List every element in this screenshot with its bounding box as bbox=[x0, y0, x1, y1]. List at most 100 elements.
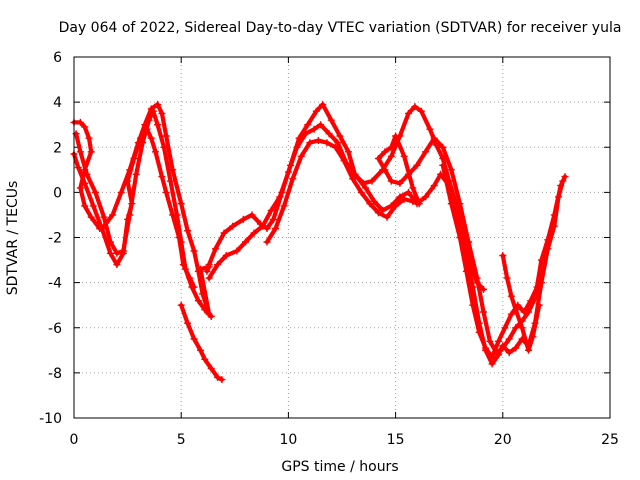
data-point-marker bbox=[169, 211, 177, 219]
y-tick-label: -8 bbox=[48, 366, 62, 382]
y-tick-label: -4 bbox=[48, 276, 62, 292]
data-point-marker bbox=[197, 346, 204, 354]
data-point-marker bbox=[212, 245, 219, 253]
grid-lines bbox=[74, 57, 610, 418]
data-point-marker bbox=[194, 297, 202, 305]
data-point-marker bbox=[501, 324, 509, 332]
data-point-marker bbox=[184, 227, 192, 235]
data-point-marker bbox=[512, 306, 520, 314]
data-point-marker bbox=[336, 132, 344, 140]
data-point-marker bbox=[400, 152, 408, 160]
data-point-marker bbox=[381, 166, 389, 174]
data-point-marker bbox=[147, 134, 155, 142]
x-tick-label: 20 bbox=[494, 432, 512, 448]
series-trace-g bbox=[263, 132, 569, 357]
data-point-marker bbox=[214, 373, 222, 381]
data-point-marker bbox=[184, 319, 192, 327]
data-point-marker bbox=[430, 182, 438, 190]
x-tick-label: 0 bbox=[70, 432, 79, 448]
data-point-marker bbox=[503, 274, 511, 282]
data-point-marker bbox=[332, 143, 340, 151]
data-point-marker bbox=[413, 161, 421, 169]
data-point-marker bbox=[392, 202, 400, 210]
data-point-marker bbox=[486, 337, 494, 345]
data-point-marker bbox=[374, 209, 382, 217]
x-tick-label: 25 bbox=[601, 432, 619, 448]
plot-frame bbox=[73, 56, 611, 419]
data-point-marker bbox=[512, 344, 520, 352]
data-point-marker bbox=[263, 238, 271, 246]
x-tick-label: 15 bbox=[387, 432, 405, 448]
y-tick-label: 0 bbox=[53, 185, 62, 201]
data-point-marker bbox=[426, 125, 434, 133]
data-point-marker bbox=[317, 121, 325, 129]
y-axis-label: SDTVAR / TECUs bbox=[5, 181, 21, 296]
data-point-marker bbox=[557, 182, 565, 190]
data-point-marker bbox=[190, 283, 198, 291]
data-point-marker bbox=[109, 211, 117, 219]
data-point-marker bbox=[505, 349, 513, 357]
data-point-marker bbox=[439, 143, 447, 151]
data-point-marker bbox=[267, 206, 275, 214]
series-group bbox=[70, 100, 569, 384]
data-point-marker bbox=[488, 353, 496, 361]
data-point-marker bbox=[293, 143, 301, 151]
data-point-marker bbox=[507, 292, 515, 300]
series-line bbox=[500, 253, 542, 353]
y-tick-label: 6 bbox=[53, 50, 62, 66]
series-trace-d bbox=[177, 301, 226, 384]
data-point-marker bbox=[179, 261, 187, 269]
data-point-marker bbox=[505, 335, 513, 343]
data-point-marker bbox=[535, 301, 543, 309]
data-point-marker bbox=[405, 170, 412, 178]
data-point-marker bbox=[81, 202, 89, 210]
data-point-marker bbox=[76, 118, 84, 126]
data-point-marker bbox=[222, 252, 230, 259]
data-point-marker bbox=[160, 143, 168, 151]
data-point-marker bbox=[203, 267, 211, 275]
data-point-marker bbox=[422, 193, 430, 201]
data-point-marker bbox=[284, 168, 292, 176]
series-trace-h bbox=[439, 161, 541, 361]
data-point-marker bbox=[396, 193, 404, 201]
data-point-marker bbox=[76, 184, 84, 192]
data-point-marker bbox=[89, 202, 97, 210]
series-trace-c bbox=[70, 125, 198, 291]
data-point-marker bbox=[280, 202, 288, 210]
data-point-marker bbox=[205, 274, 213, 282]
data-point-marker bbox=[233, 247, 241, 255]
data-point-marker bbox=[177, 301, 185, 309]
data-point-marker bbox=[456, 200, 464, 208]
data-point-marker bbox=[362, 184, 370, 192]
data-point-marker bbox=[417, 107, 425, 115]
data-point-marker bbox=[87, 148, 95, 156]
data-point-marker bbox=[229, 222, 237, 230]
data-point-marker bbox=[158, 109, 166, 117]
data-point-marker bbox=[162, 188, 170, 196]
x-tick-label: 10 bbox=[279, 432, 297, 448]
data-point-marker bbox=[507, 310, 515, 318]
data-point-marker bbox=[250, 229, 258, 237]
data-point-marker bbox=[190, 247, 198, 255]
data-point-marker bbox=[475, 328, 483, 336]
data-point-marker bbox=[263, 225, 271, 232]
y-tick-label: -2 bbox=[48, 231, 62, 247]
data-point-marker bbox=[106, 249, 114, 257]
data-point-marker bbox=[370, 197, 378, 205]
data-point-marker bbox=[207, 364, 215, 372]
data-point-marker bbox=[128, 200, 136, 208]
data-point-marker bbox=[381, 148, 389, 156]
data-point-marker bbox=[319, 100, 327, 108]
data-point-marker bbox=[201, 355, 209, 363]
data-point-marker bbox=[480, 308, 487, 316]
data-point-marker bbox=[495, 337, 502, 345]
data-point-marker bbox=[119, 249, 127, 257]
series-trace-i bbox=[499, 252, 543, 354]
x-tick-labels: 0 5 10 15 20 25 bbox=[70, 432, 619, 448]
data-point-marker bbox=[100, 213, 108, 221]
data-point-marker bbox=[409, 184, 417, 192]
data-point-marker bbox=[207, 313, 215, 320]
data-point-marker bbox=[469, 301, 477, 309]
data-point-marker bbox=[550, 211, 558, 219]
data-point-marker bbox=[405, 188, 412, 196]
